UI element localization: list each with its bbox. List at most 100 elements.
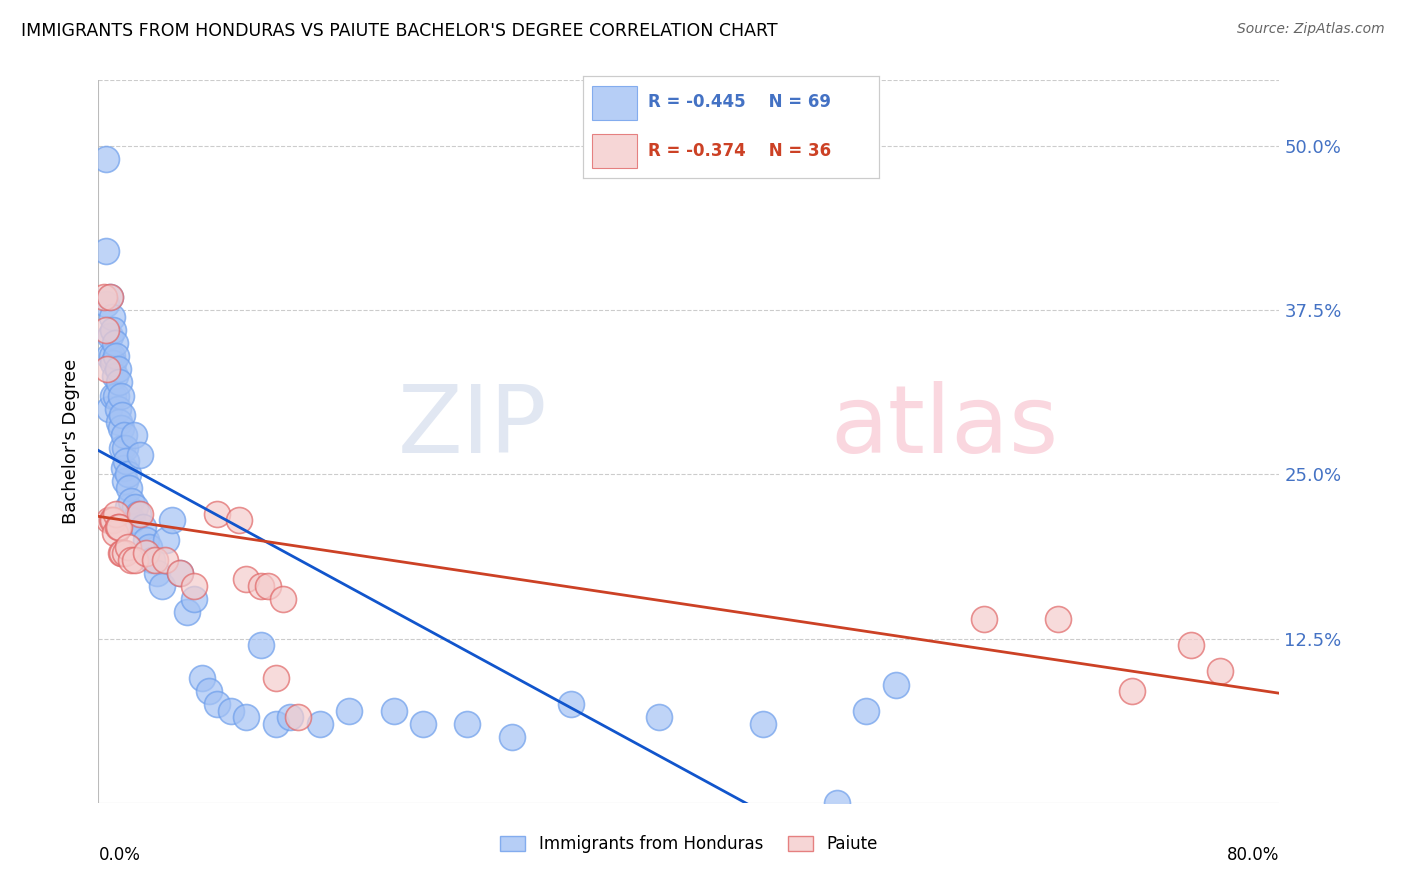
- Point: [221, 704, 243, 718]
- Point: [94, 323, 117, 337]
- Point: [127, 507, 149, 521]
- Point: [1046, 612, 1070, 626]
- Point: [110, 546, 132, 560]
- Text: R = -0.445    N = 69: R = -0.445 N = 69: [648, 94, 831, 112]
- Point: [118, 481, 141, 495]
- Point: [97, 513, 120, 527]
- Point: [169, 566, 191, 580]
- Point: [107, 362, 129, 376]
- Point: [103, 513, 125, 527]
- Point: [560, 698, 582, 712]
- Point: [114, 474, 136, 488]
- Point: [235, 573, 257, 587]
- Point: [250, 579, 273, 593]
- Point: [100, 513, 122, 527]
- Point: [135, 533, 157, 547]
- Point: [100, 349, 122, 363]
- Point: [141, 553, 163, 567]
- Point: [94, 244, 117, 258]
- Point: [309, 717, 332, 731]
- Point: [752, 717, 775, 731]
- Point: [884, 677, 907, 691]
- Text: 0.0%: 0.0%: [98, 847, 141, 864]
- Point: [122, 428, 145, 442]
- Point: [205, 507, 228, 521]
- Point: [120, 553, 142, 567]
- Point: [191, 671, 214, 685]
- Point: [128, 448, 150, 462]
- Point: [105, 507, 128, 521]
- Point: [271, 592, 294, 607]
- Point: [117, 540, 139, 554]
- Point: [153, 553, 176, 567]
- Y-axis label: Bachelor's Degree: Bachelor's Degree: [62, 359, 80, 524]
- Point: [257, 579, 280, 593]
- Point: [94, 152, 117, 166]
- Point: [114, 546, 136, 560]
- Bar: [592, 87, 637, 120]
- Point: [280, 710, 302, 724]
- Point: [132, 520, 155, 534]
- Point: [103, 356, 125, 370]
- Point: [973, 612, 995, 626]
- Point: [103, 388, 125, 402]
- Point: [108, 415, 131, 429]
- Point: [1180, 638, 1202, 652]
- Point: [183, 592, 205, 607]
- Point: [124, 553, 146, 567]
- Point: [111, 441, 134, 455]
- Point: [97, 401, 120, 416]
- Point: [100, 310, 122, 324]
- Point: [128, 507, 150, 521]
- Point: [98, 290, 121, 304]
- Point: [382, 704, 405, 718]
- Point: [98, 290, 121, 304]
- Text: R = -0.374    N = 36: R = -0.374 N = 36: [648, 142, 831, 160]
- Text: ZIP: ZIP: [398, 381, 547, 473]
- Point: [138, 540, 160, 554]
- Point: [235, 710, 257, 724]
- Point: [155, 533, 177, 547]
- Text: IMMIGRANTS FROM HONDURAS VS PAIUTE BACHELOR'S DEGREE CORRELATION CHART: IMMIGRANTS FROM HONDURAS VS PAIUTE BACHE…: [21, 22, 778, 40]
- Point: [115, 454, 138, 468]
- Point: [110, 421, 132, 435]
- Point: [96, 362, 118, 376]
- Bar: [592, 135, 637, 168]
- Legend: Immigrants from Honduras, Paiute: Immigrants from Honduras, Paiute: [494, 828, 884, 860]
- Point: [825, 796, 848, 810]
- Point: [250, 638, 273, 652]
- Point: [146, 566, 169, 580]
- Text: atlas: atlas: [831, 381, 1059, 473]
- Point: [111, 409, 134, 423]
- Point: [648, 710, 671, 724]
- Text: Source: ZipAtlas.com: Source: ZipAtlas.com: [1237, 22, 1385, 37]
- Point: [162, 513, 183, 527]
- Point: [93, 290, 115, 304]
- Point: [121, 513, 143, 527]
- Point: [112, 428, 135, 442]
- Point: [412, 717, 434, 731]
- Point: [169, 566, 191, 580]
- Point: [110, 388, 132, 402]
- Point: [124, 500, 146, 515]
- Point: [107, 520, 129, 534]
- Text: 80.0%: 80.0%: [1227, 847, 1279, 864]
- Point: [143, 553, 166, 567]
- Point: [94, 296, 117, 310]
- Point: [104, 336, 127, 351]
- Point: [114, 441, 136, 455]
- Point: [457, 717, 479, 731]
- Point: [117, 467, 139, 482]
- Point: [1209, 665, 1232, 679]
- Point: [205, 698, 228, 712]
- Point: [112, 460, 135, 475]
- Point: [111, 546, 134, 560]
- Point: [97, 349, 120, 363]
- Point: [135, 546, 157, 560]
- Point: [107, 401, 129, 416]
- Point: [176, 605, 198, 619]
- Point: [150, 579, 173, 593]
- Point: [98, 329, 121, 343]
- Point: [104, 526, 127, 541]
- Point: [103, 323, 125, 337]
